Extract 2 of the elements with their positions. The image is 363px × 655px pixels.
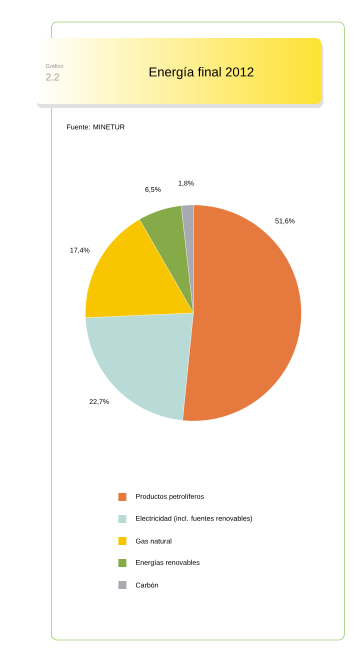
chart-title: Energía final 2012: [149, 66, 254, 80]
text: 2.2: [46, 74, 59, 80]
